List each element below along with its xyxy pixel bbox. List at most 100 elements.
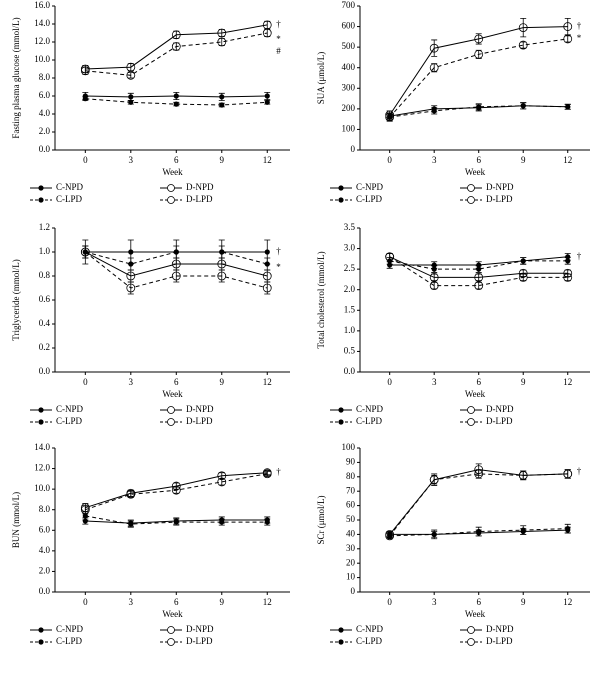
legend-marker [338, 419, 344, 425]
legend-marker [338, 185, 344, 191]
y-tick-label: 1.5 [344, 304, 356, 314]
legend-label: C-LPD [356, 416, 383, 426]
data-point [262, 20, 272, 30]
data-point [128, 94, 134, 100]
legend-marker [38, 197, 44, 203]
data-point [173, 519, 179, 525]
legend-label: C-NPD [56, 624, 84, 634]
y-tick-label: 0.2 [39, 342, 50, 352]
legend-label: D-LPD [186, 416, 213, 426]
y-tick-label: 60 [346, 500, 356, 510]
data-point [219, 519, 225, 525]
legend-label: D-NPD [186, 624, 214, 634]
x-tick-label: 12 [263, 155, 272, 165]
y-axis-label: BUN (mmol/L) [11, 492, 21, 548]
y-axis-label: SCr (μmol/L) [316, 495, 326, 544]
x-tick-label: 6 [476, 155, 481, 165]
x-tick-label: 3 [129, 597, 134, 607]
y-tick-label: 12.0 [34, 463, 50, 473]
data-point [264, 99, 270, 105]
y-tick-label: 20 [346, 557, 356, 567]
data-point [264, 249, 270, 255]
y-tick-label: 700 [342, 0, 356, 10]
annotation: * [276, 34, 281, 44]
legend-marker [38, 185, 44, 191]
x-tick-label: 3 [432, 597, 437, 607]
legend-marker [38, 407, 44, 413]
legend-label: C-LPD [56, 194, 83, 204]
legend-marker [467, 184, 475, 192]
panel: 0 10 20 30 40 50 60 70 80 90 100 0 3 6 9 12 Week SCr (μmo… [316, 442, 590, 646]
legend-marker [167, 196, 175, 204]
panel: 0 100 200 300 400 500 600 700 0 3 6 9 12 Week SUA (μmo… [316, 0, 590, 204]
data-point [173, 93, 179, 99]
x-tick-label: 6 [174, 155, 179, 165]
y-tick-label: 40 [346, 528, 356, 538]
annotation: † [577, 21, 582, 31]
data-point [262, 271, 272, 281]
data-point [429, 281, 439, 291]
data-point [431, 108, 437, 114]
legend-label: C-NPD [56, 404, 84, 414]
y-tick-label: 2.0 [39, 565, 51, 575]
legend-label: C-NPD [356, 624, 384, 634]
y-axis-label: Total cholesterol (mmol/L) [316, 251, 326, 348]
x-tick-label: 6 [174, 597, 179, 607]
y-tick-label: 100 [342, 442, 356, 452]
data-point [80, 505, 90, 515]
x-tick-label: 12 [563, 377, 572, 387]
legend-label: D-LPD [186, 194, 213, 204]
error-bar [520, 17, 527, 38]
y-axis-label: SUA (μmol/L) [316, 52, 326, 105]
panel: 0.0 0.2 0.4 0.6 0.8 1.0 1.2 0 3 6 9 12 Week Triglycer… [11, 222, 290, 426]
x-tick-label: 12 [563, 155, 572, 165]
data-point [385, 252, 395, 262]
annotation: † [577, 466, 582, 476]
data-point [171, 42, 181, 51]
y-tick-label: 12.0 [34, 36, 50, 46]
legend-marker [38, 627, 44, 633]
data-point [128, 521, 134, 527]
error-bar [127, 490, 134, 498]
x-tick-label: 9 [521, 597, 526, 607]
data-point [82, 96, 88, 102]
x-axis-label: Week [465, 167, 486, 177]
data-point [429, 63, 439, 73]
x-axis-label: Week [162, 167, 183, 177]
x-axis-label: Week [465, 609, 486, 619]
y-tick-label: 4.0 [39, 108, 51, 118]
legend-marker [38, 419, 44, 425]
legend-marker [167, 418, 175, 426]
y-tick-label: 0 [351, 586, 356, 596]
panel: 0.0 2.0 4.0 6.0 8.0 10.0 12.0 14.0 0 3 6 9 12 Week BUN… [11, 442, 290, 646]
x-axis-label: Week [162, 609, 183, 619]
x-tick-label: 0 [83, 597, 88, 607]
legend-label: D-NPD [186, 404, 214, 414]
y-tick-label: 1.2 [39, 222, 50, 232]
y-tick-label: 0.5 [344, 345, 356, 355]
data-point [476, 104, 482, 110]
y-tick-label: 0.0 [39, 144, 51, 154]
data-point [518, 272, 528, 282]
y-tick-label: 80 [346, 471, 356, 481]
data-point [563, 272, 573, 282]
data-point [565, 104, 571, 110]
data-point [385, 112, 395, 122]
error-bar [127, 72, 134, 79]
data-point [264, 93, 270, 99]
data-point [80, 247, 90, 257]
legend-marker [467, 196, 475, 204]
y-tick-label: 3.5 [344, 222, 356, 232]
panel: 0.0 2.0 4.0 6.0 8.0 10.0 12.0 14.0 16.0 0 3 6 9 12 Wee… [11, 0, 290, 204]
y-tick-label: 200 [342, 103, 356, 113]
data-point [171, 30, 181, 40]
x-tick-label: 3 [129, 377, 134, 387]
legend-marker [467, 638, 475, 646]
legend-marker [38, 639, 44, 645]
legend-label: D-NPD [186, 182, 214, 192]
y-tick-label: 1.0 [344, 325, 356, 335]
legend-marker [338, 407, 344, 413]
legend-marker [467, 406, 475, 414]
y-tick-label: 100 [342, 123, 356, 133]
data-point [217, 259, 227, 269]
